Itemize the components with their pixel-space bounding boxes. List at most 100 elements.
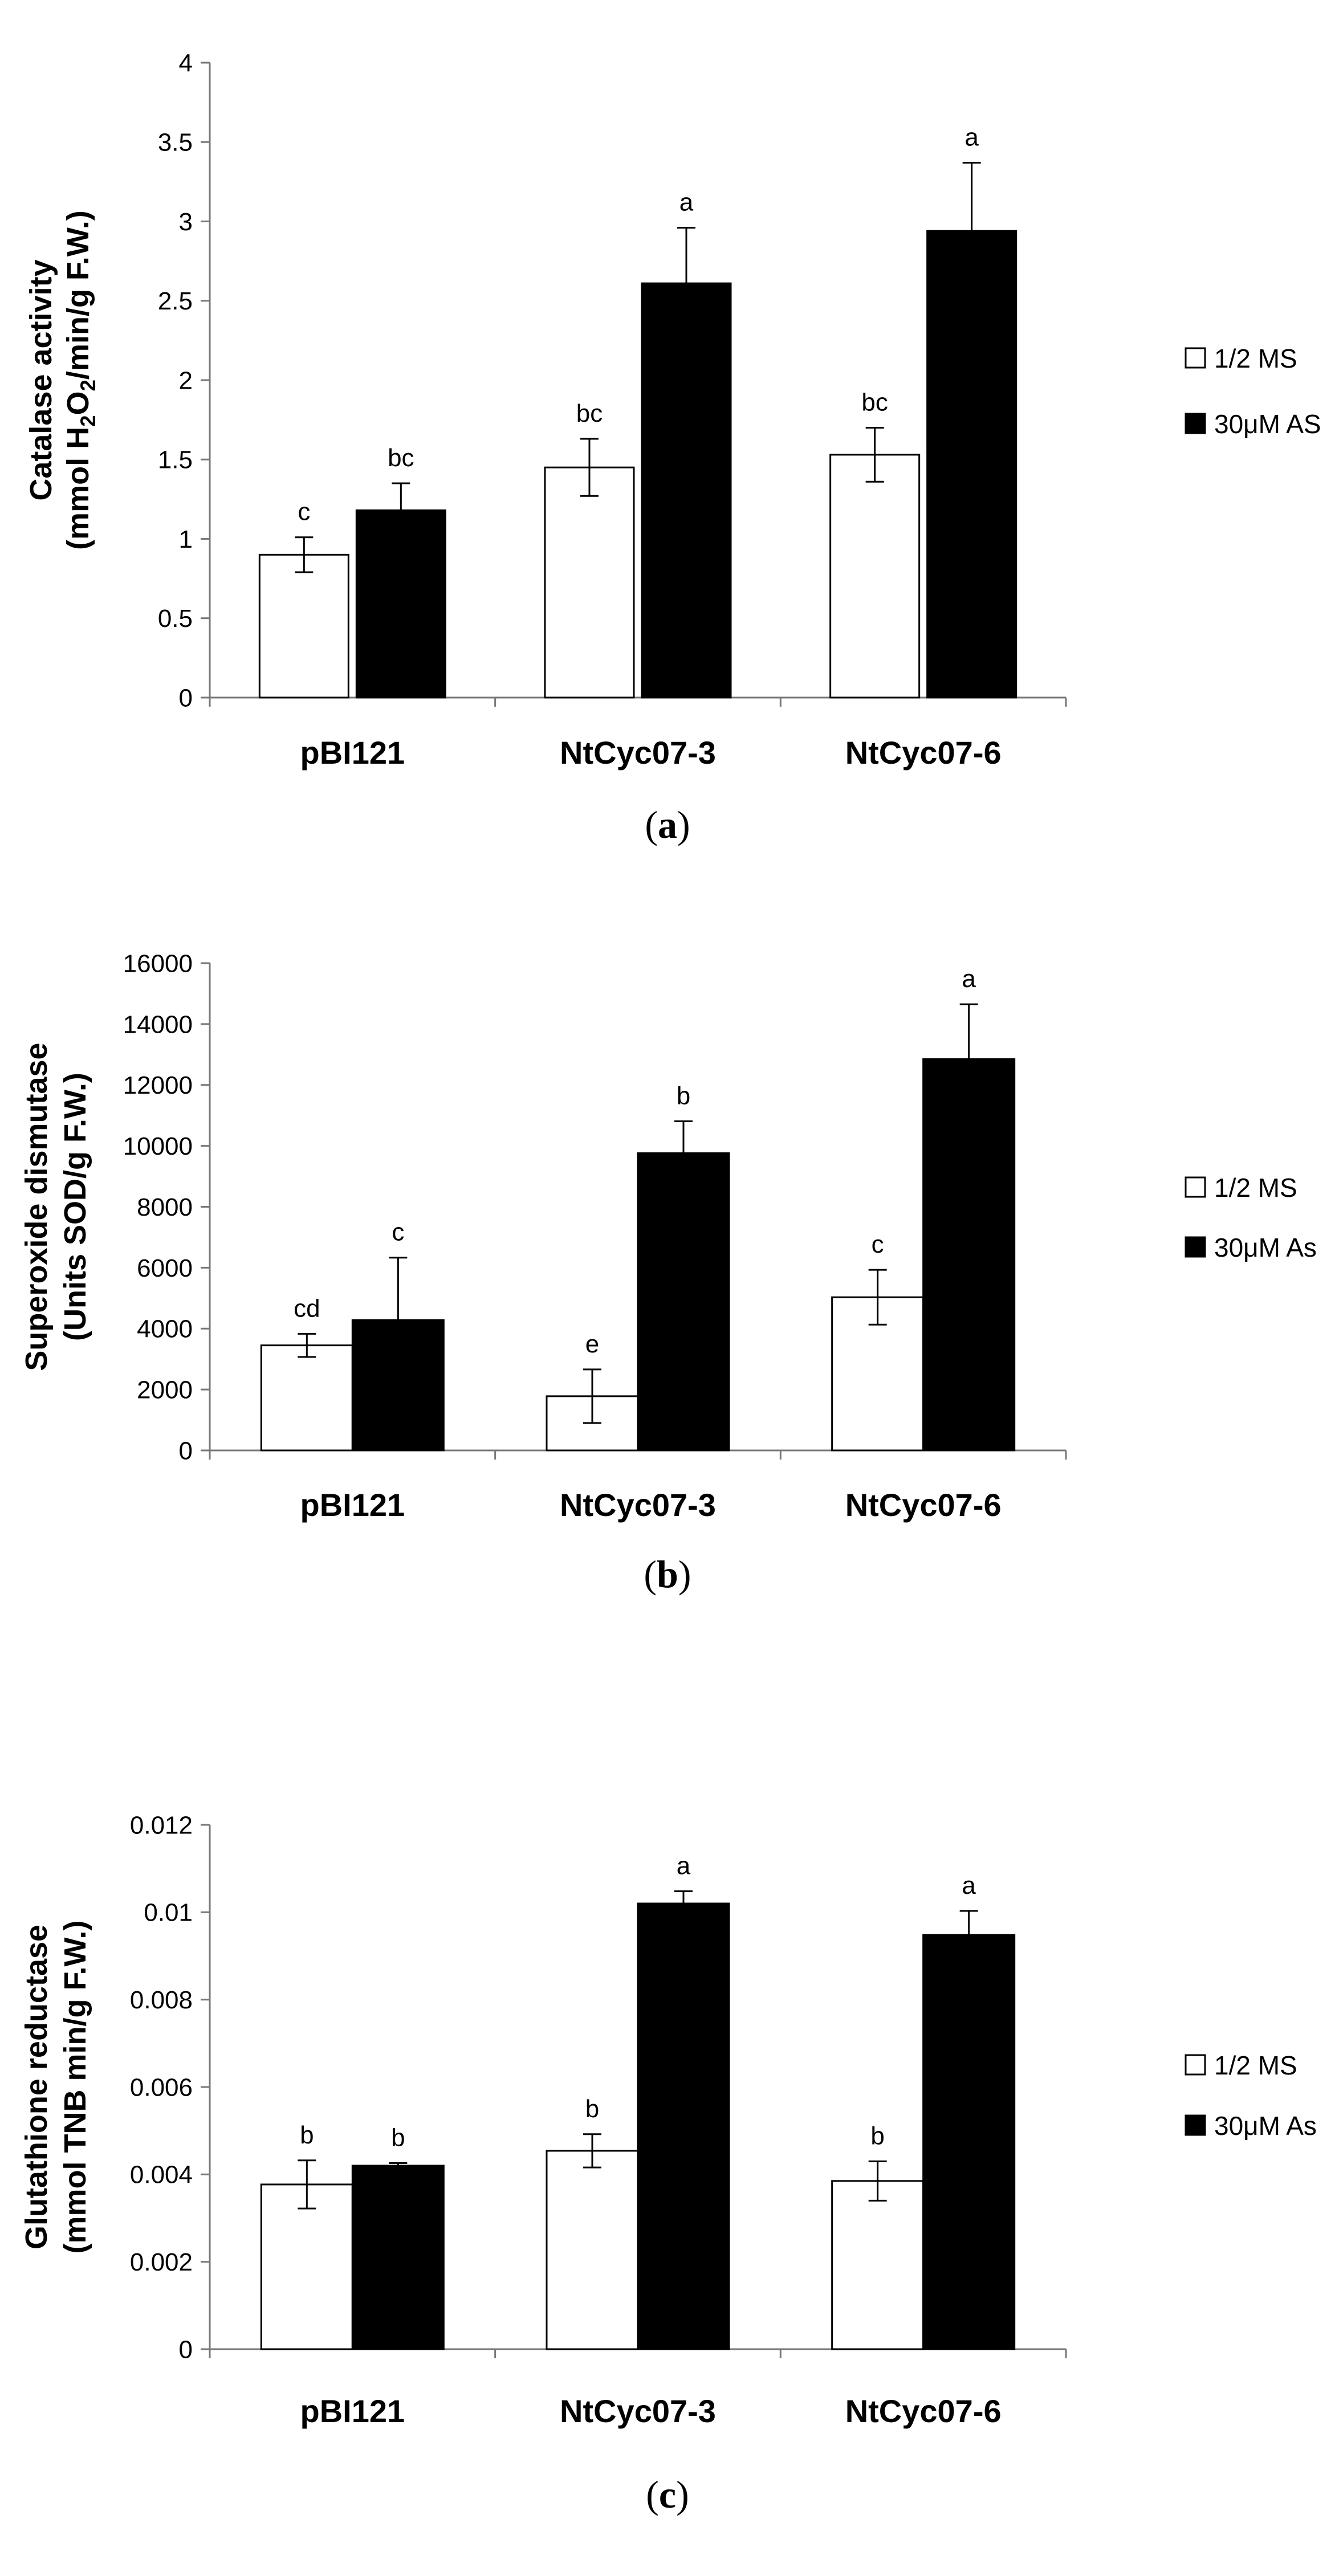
panel-label-letter: c — [659, 2473, 676, 2516]
chart-panel-a: 0 0.5 1 1.5 2 2.5 3 3.5 4 c bc pBI121 bc a NtCyc07-3 bc… — [0, 0, 1335, 855]
significance-label: bc — [576, 400, 603, 427]
y-tick-label: 0 — [179, 1437, 193, 1465]
label-part: (Units SOD/g F.W.) — [58, 1073, 92, 1341]
y-tick-label: 2000 — [137, 1376, 193, 1404]
chart-panel-c: 0 0.002 0.004 0.006 0.008 0.01 0.012 b b pBI121 b a… — [0, 1710, 1335, 2576]
bar-NtCyc07-3-1/2 MS — [544, 466, 635, 699]
y-tick-label: 0.006 — [130, 2073, 193, 2101]
y-tick-label: 0.012 — [130, 1811, 193, 1839]
panel-label: (a) — [645, 803, 690, 846]
legend-label: 30μM As — [1214, 1233, 1317, 1262]
panel-label-paren: ( — [645, 803, 658, 846]
y-tick-label: 2.5 — [158, 287, 193, 315]
label-part: (mmol TNB min/g F.W.) — [58, 1921, 92, 2254]
category-label: NtCyc07-3 — [560, 1487, 716, 1523]
y-tick-label: 4000 — [137, 1315, 193, 1343]
y-axis-label-line1: Glutathione reductase — [19, 1925, 54, 2249]
y-tick-label: 3.5 — [158, 129, 193, 157]
y-tick-label: 0.002 — [130, 2248, 193, 2276]
panel-label-paren: ( — [646, 2473, 659, 2516]
category-label: pBI121 — [300, 1487, 405, 1523]
category-label: NtCyc07-3 — [560, 2393, 716, 2429]
y-tick-label: 16000 — [123, 949, 193, 977]
bar-NtCyc07-3-30μM AS — [641, 282, 732, 699]
chart-panel-b: 0 2000 4000 6000 8000 10000 12000 14000 16000 cd c… — [0, 855, 1335, 1710]
significance-label: b — [677, 1082, 690, 1110]
catalase-chart: 0 0.5 1 1.5 2 2.5 3 3.5 4 c bc pBI121 bc a NtCyc07-3 bc… — [24, 49, 1321, 846]
y-tick-label: 0.008 — [130, 1986, 193, 2014]
category-label: NtCyc07-6 — [845, 735, 1002, 771]
panel-label-letter: b — [657, 1552, 678, 1596]
category-label: NtCyc07-3 — [560, 735, 716, 771]
legend-label: 30μM As — [1214, 2111, 1317, 2141]
y-tick-label: 14000 — [123, 1010, 193, 1038]
category-label: pBI121 — [300, 735, 405, 771]
significance-label: c — [872, 1230, 884, 1258]
y-tick-label: 0 — [179, 684, 193, 712]
significance-label: b — [300, 2121, 314, 2149]
legend-label: 1/2 MS — [1214, 1173, 1297, 1203]
panel-label-paren: ( — [644, 1552, 657, 1596]
sod-chart: 0 2000 4000 6000 8000 10000 12000 14000 16000 cd c… — [19, 949, 1317, 1596]
category-label: NtCyc07-6 — [845, 1487, 1002, 1523]
y-tick-label: 12000 — [123, 1071, 193, 1099]
y-axis-label-line1: Catalase activity — [24, 259, 58, 500]
legend-label: 1/2 MS — [1214, 344, 1297, 373]
bar-NtCyc07-3-1/2 MS — [546, 2150, 639, 2350]
legend-swatch — [1185, 2054, 1206, 2076]
y-tick-label: 2 — [179, 366, 193, 394]
significance-label: bc — [388, 444, 414, 472]
y-axis-label-line1: Superoxide dismutase — [19, 1042, 54, 1371]
bar-NtCyc07-3-30μM As — [637, 1902, 730, 2350]
bar-NtCyc07-6-1/2 MS — [831, 2180, 925, 2350]
panel-label: (b) — [644, 1552, 691, 1596]
significance-label: c — [392, 1218, 404, 1246]
legend-swatch — [1185, 2114, 1206, 2136]
y-tick-label: 0.004 — [130, 2161, 193, 2189]
bar-NtCyc07-6-30μM As — [922, 1058, 1016, 1452]
bar-pBI121-1/2 MS — [260, 1344, 353, 1452]
significance-label: b — [585, 2095, 599, 2123]
significance-label: bc — [861, 389, 888, 417]
y-tick-label: 10000 — [123, 1132, 193, 1160]
panel-label: (c) — [646, 2473, 689, 2516]
y-tick-label: 8000 — [137, 1193, 193, 1221]
y-tick-label: 1.5 — [158, 446, 193, 474]
subscript: 2 — [76, 415, 100, 427]
significance-label: a — [962, 965, 976, 993]
bar-NtCyc07-6-30μM As — [922, 1934, 1016, 2350]
panel-label-paren: ) — [677, 803, 690, 846]
y-tick-label: 3 — [179, 208, 193, 236]
bar-pBI121-30μM As — [351, 2165, 445, 2350]
significance-label: b — [391, 2123, 405, 2151]
y-tick-label: 6000 — [137, 1254, 193, 1282]
legend-label: 30μM AS — [1214, 409, 1321, 439]
bar-pBI121-1/2 MS — [258, 553, 349, 699]
legend-swatch — [1185, 1236, 1206, 1258]
significance-label: b — [870, 2122, 884, 2150]
subscript: 2 — [76, 380, 100, 391]
label-part: /min/g F.W.) — [61, 210, 95, 380]
legend-label: 1/2 MS — [1214, 2051, 1297, 2080]
significance-label: cd — [294, 1294, 320, 1322]
legend-swatch — [1185, 347, 1206, 369]
category-label: NtCyc07-6 — [845, 2393, 1002, 2429]
panel-label-paren: ) — [678, 1552, 691, 1596]
category-label: pBI121 — [300, 2393, 405, 2429]
bar-NtCyc07-3-30μM As — [637, 1152, 730, 1452]
y-tick-label: 0 — [179, 2335, 193, 2363]
bar-NtCyc07-6-30μM AS — [926, 230, 1017, 699]
significance-label: a — [677, 1852, 691, 1880]
significance-label: a — [964, 123, 979, 151]
y-tick-label: 1 — [179, 525, 193, 553]
bar-NtCyc07-6-1/2 MS — [829, 454, 921, 699]
y-tick-label: 4 — [179, 49, 193, 77]
significance-label: a — [679, 189, 694, 217]
y-axis-label-line2: (Units SOD/g F.W.) — [58, 1073, 92, 1341]
legend-swatch — [1185, 413, 1206, 434]
significance-label: c — [298, 498, 310, 526]
significance-label: e — [585, 1330, 599, 1358]
bar-pBI121-30μM AS — [355, 509, 446, 699]
y-tick-label: 0.01 — [144, 1899, 193, 1927]
y-tick-label: 0.5 — [158, 605, 193, 633]
